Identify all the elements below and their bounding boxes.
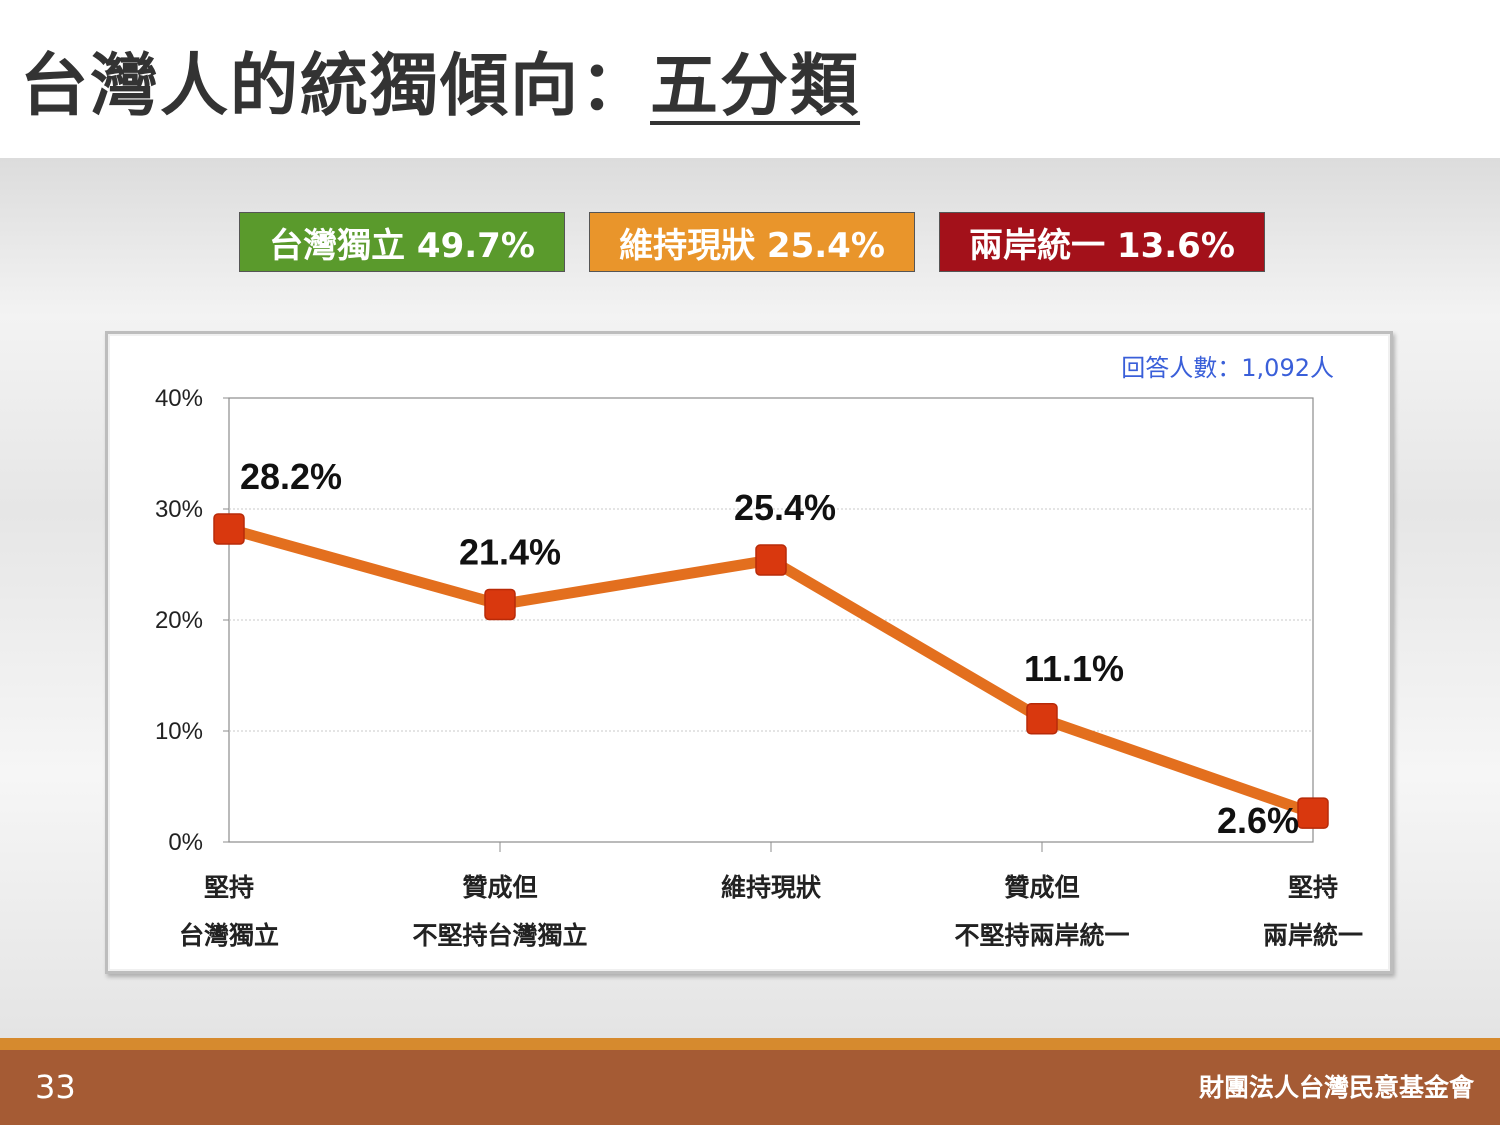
footer-stripe	[0, 1038, 1500, 1050]
data-point	[213, 513, 245, 545]
slide-title: 台灣人的統獨傾向：五分類	[20, 30, 860, 129]
y-tick-label: 10%	[155, 718, 203, 745]
slide-title-main: 台灣人的統獨傾向：	[20, 47, 651, 126]
y-tick-label: 40%	[155, 385, 203, 412]
x-category-label: 不堅持台灣獨立	[412, 921, 587, 950]
x-category-label: 兩岸統一	[1263, 921, 1363, 950]
x-category-label: 堅持	[204, 873, 254, 902]
x-category-label: 不堅持兩岸統一	[954, 921, 1129, 950]
data-label: 25.4%	[734, 487, 836, 528]
x-category-label: 堅持	[1288, 873, 1338, 902]
data-point	[755, 544, 787, 576]
x-category-label: 台灣獨立	[179, 921, 279, 950]
summary-status-quo-box: 維持現狀 25.4%	[589, 212, 915, 272]
data-point	[1297, 797, 1329, 829]
y-tick-label: 20%	[155, 607, 203, 634]
slide-title-subtitle: 五分類	[650, 47, 861, 126]
title-bar: 台灣人的統獨傾向：五分類	[0, 0, 1500, 158]
summary-unification-label: 兩岸統一 13.6%	[969, 225, 1235, 266]
x-category-label: 維持現狀	[721, 873, 822, 902]
organization-name: 財團法人台灣民意基金會	[1198, 1073, 1474, 1102]
page-number: 33	[35, 1068, 76, 1106]
y-tick-label: 30%	[155, 496, 203, 523]
x-category-label: 贊成但	[1004, 873, 1079, 902]
data-label: 2.6%	[1217, 800, 1299, 841]
summary-unification-box: 兩岸統一 13.6%	[939, 212, 1265, 272]
data-label: 11.1%	[1024, 648, 1124, 689]
data-label: 21.4%	[459, 531, 561, 572]
summary-independence-box: 台灣獨立 49.7%	[239, 212, 565, 272]
footer-bar	[0, 1050, 1500, 1125]
summary-independence-label: 台灣獨立 49.7%	[269, 225, 535, 266]
y-tick-label: 0%	[168, 829, 203, 856]
x-category-label: 贊成但	[462, 873, 537, 902]
data-label: 28.2%	[240, 456, 342, 497]
sample-size-note: 回答人數：1,092人	[1121, 354, 1334, 382]
data-point	[1026, 703, 1058, 735]
data-point	[484, 588, 516, 621]
summary-status-quo-label: 維持現狀 25.4%	[619, 225, 885, 266]
chart-frame: 40% 30% 20% 10% 0% 堅持 台灣獨立 贊成但 不堅持台灣獨立 維持現狀 贊成但 不堅持…	[105, 331, 1393, 974]
